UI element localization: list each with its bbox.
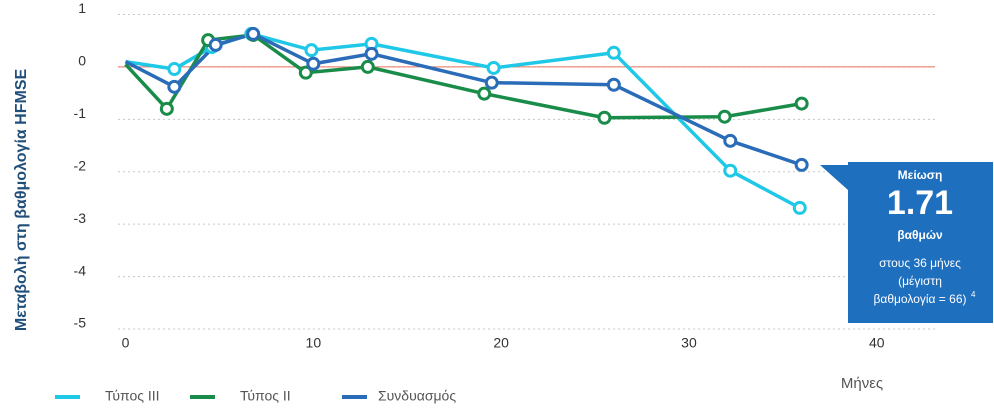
y-tick-label: -5 — [74, 315, 87, 331]
data-point — [794, 96, 809, 111]
data-point — [159, 101, 174, 116]
series-line — [125, 32, 801, 210]
data-point — [477, 86, 492, 101]
data-point — [723, 133, 738, 148]
data-point — [486, 60, 501, 75]
x-axis-label: Μήνες — [841, 375, 883, 392]
x-tick-label: 30 — [681, 335, 697, 351]
callout-footnote: 4 — [971, 290, 976, 299]
y-tick-label: -1 — [74, 105, 87, 121]
data-point — [723, 163, 738, 178]
callout-text: (μέγιστη — [898, 274, 942, 288]
data-point — [364, 46, 379, 61]
data-point — [306, 56, 321, 71]
data-point — [360, 59, 375, 74]
data-point — [597, 110, 612, 125]
data-point — [246, 26, 261, 41]
x-tick-label: 0 — [122, 335, 130, 351]
x-tick-label: 10 — [306, 335, 322, 351]
callout-text: βαθμολογία = 66) — [874, 292, 967, 306]
data-point — [606, 77, 621, 92]
x-tick-label: 20 — [493, 335, 509, 351]
legend-label: Συνδυασμός — [378, 388, 456, 404]
data-point — [794, 157, 809, 172]
series-line — [124, 32, 803, 167]
y-tick-label: 1 — [78, 0, 86, 16]
y-axis-label: Μεταβολή στη βαθμολογία HFMSE — [13, 69, 30, 332]
data-point — [208, 37, 223, 52]
y-tick-label: -3 — [74, 210, 87, 226]
legend-label: Τύπος III — [105, 388, 160, 404]
data-point — [304, 43, 319, 58]
data-point — [298, 65, 313, 80]
callout-text: στους 36 μήνες — [879, 256, 961, 270]
callout-text: Μείωση — [898, 168, 943, 182]
y-tick-label: -2 — [74, 157, 87, 173]
legend-label: Τύπος II — [240, 388, 291, 404]
callout-text: 1.71 — [887, 184, 953, 222]
y-tick-label: 0 — [78, 53, 86, 69]
y-tick-label: -4 — [74, 262, 87, 278]
callout-text: βαθμών — [897, 228, 943, 242]
data-point — [484, 75, 499, 90]
data-point — [717, 109, 732, 124]
x-tick-label: 40 — [869, 335, 885, 351]
data-point — [167, 62, 182, 77]
data-point — [167, 79, 182, 94]
data-point — [606, 45, 621, 60]
callout-box — [820, 162, 993, 323]
data-point — [792, 200, 807, 215]
